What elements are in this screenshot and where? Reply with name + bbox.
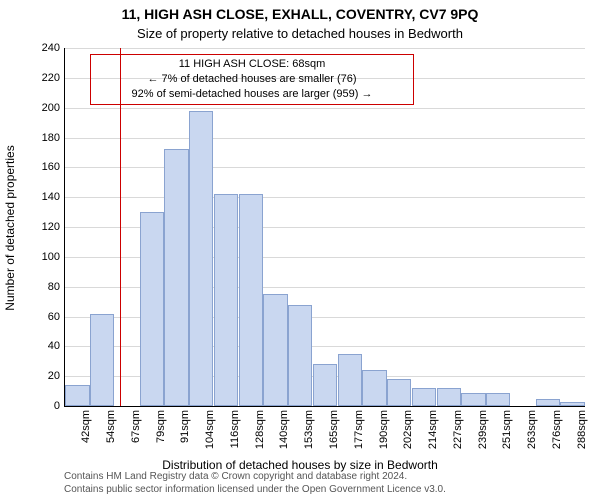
histogram-bar (560, 402, 584, 406)
x-tick-label: 227sqm (452, 410, 464, 449)
y-tick-label: 60 (30, 311, 60, 323)
chart-container: 11, HIGH ASH CLOSE, EXHALL, COVENTRY, CV… (0, 0, 600, 500)
histogram-bar (239, 194, 263, 406)
histogram-bar (189, 111, 213, 406)
x-tick-label: 67sqm (130, 410, 142, 443)
y-tick-label: 140 (30, 191, 60, 203)
x-tick-label: 116sqm (229, 410, 241, 448)
histogram-bar (263, 294, 287, 406)
footer-attribution: Contains HM Land Registry data © Crown c… (64, 471, 446, 496)
y-tick-label: 220 (30, 72, 60, 84)
histogram-bar (140, 212, 164, 406)
chart-title-main: 11, HIGH ASH CLOSE, EXHALL, COVENTRY, CV… (0, 6, 600, 22)
y-tick-label: 40 (30, 340, 60, 352)
y-tick-label: 240 (30, 42, 60, 54)
histogram-bar (65, 385, 89, 406)
histogram-bar (214, 194, 238, 406)
x-tick-label: 153sqm (303, 410, 315, 449)
x-tick-label: 202sqm (402, 410, 414, 449)
y-tick-label: 0 (30, 400, 60, 412)
gridline (65, 108, 585, 109)
histogram-bar (461, 393, 485, 406)
gridline (65, 167, 585, 168)
histogram-bar (437, 388, 461, 406)
histogram-bar (362, 370, 386, 406)
histogram-bar (412, 388, 436, 406)
y-tick-label: 20 (30, 370, 60, 382)
annotation-box: 11 HIGH ASH CLOSE: 68sqm ← 7% of detache… (90, 54, 414, 105)
x-tick-label: 165sqm (328, 410, 340, 449)
histogram-bar (536, 399, 560, 406)
x-tick-label: 104sqm (204, 410, 216, 449)
x-tick-label: 251sqm (501, 410, 513, 449)
histogram-bar (164, 149, 188, 406)
x-tick-label: 91sqm (179, 410, 191, 443)
y-tick-label: 120 (30, 221, 60, 233)
gridline (65, 138, 585, 139)
histogram-bar (90, 314, 114, 406)
x-tick-label: 190sqm (378, 410, 390, 449)
gridline (65, 48, 585, 49)
annotation-line: ← 7% of detached houses are smaller (76) (97, 72, 407, 87)
annotation-line: 92% of semi-detached houses are larger (… (97, 87, 407, 102)
chart-title-sub: Size of property relative to detached ho… (0, 26, 600, 41)
x-tick-label: 42sqm (80, 410, 92, 443)
y-tick-label: 100 (30, 251, 60, 263)
histogram-bar (338, 354, 362, 406)
y-tick-label: 80 (30, 281, 60, 293)
gridline (65, 197, 585, 198)
y-axis-label: Number of detached properties (3, 145, 17, 310)
x-tick-label: 214sqm (427, 410, 439, 449)
x-axis-label: Distribution of detached houses by size … (0, 458, 600, 472)
footer-line: Contains public sector information licen… (64, 484, 446, 497)
x-tick-label: 177sqm (353, 410, 365, 449)
x-tick-label: 54sqm (105, 410, 117, 443)
x-tick-label: 276sqm (551, 410, 563, 449)
x-tick-label: 239sqm (477, 410, 489, 449)
y-tick-label: 160 (30, 161, 60, 173)
histogram-bar (387, 379, 411, 406)
annotation-line: 11 HIGH ASH CLOSE: 68sqm (97, 57, 407, 72)
footer-line: Contains HM Land Registry data © Crown c… (64, 471, 446, 484)
histogram-bar (486, 393, 510, 406)
y-tick-label: 180 (30, 132, 60, 144)
x-tick-label: 79sqm (155, 410, 167, 443)
y-tick-label: 200 (30, 102, 60, 114)
x-tick-label: 263sqm (526, 410, 538, 449)
histogram-bar (313, 364, 337, 406)
x-tick-label: 128sqm (254, 410, 266, 449)
x-tick-label: 140sqm (278, 410, 290, 449)
x-tick-label: 288sqm (576, 410, 588, 449)
histogram-bar (288, 305, 312, 406)
